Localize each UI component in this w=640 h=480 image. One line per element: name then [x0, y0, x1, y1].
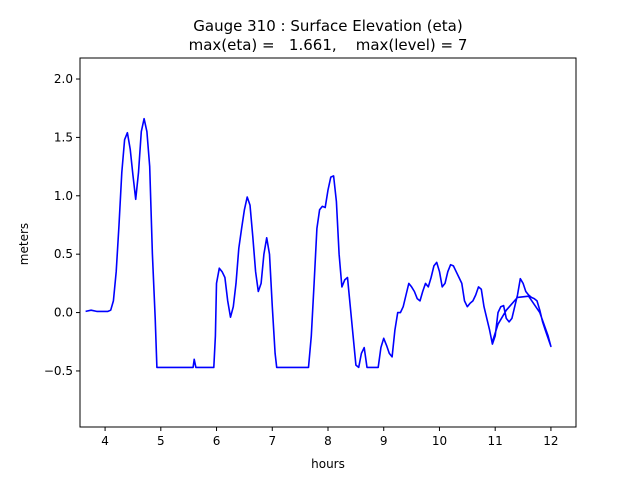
x-tick-label: 8	[324, 434, 332, 448]
chart-subtitle: max(eta) = 1.661, max(level) = 7	[189, 36, 468, 54]
axis-ticks: 4 5 6 7 8 9 10 11 12 −0.5 0.0 0.5 1.0 1.5 2.0	[44, 72, 559, 448]
y-tick-label: 0.0	[54, 306, 73, 320]
chart-title: Gauge 310 : Surface Elevation (eta)	[193, 17, 462, 35]
x-tick-label: 6	[213, 434, 221, 448]
x-tick-label: 10	[432, 434, 447, 448]
x-tick-label: 5	[157, 434, 165, 448]
x-tick-label: 11	[488, 434, 503, 448]
y-tick-label: 1.0	[54, 189, 73, 203]
plot-area	[85, 117, 552, 369]
y-tick-label: 0.5	[54, 247, 73, 261]
series-line	[85, 117, 552, 369]
x-tick-label: 9	[380, 434, 388, 448]
x-axis-label: hours	[311, 457, 345, 471]
x-tick-label: 4	[101, 434, 109, 448]
y-tick-label: 2.0	[54, 72, 73, 86]
y-tick-label: −0.5	[44, 364, 73, 378]
x-tick-label: 12	[543, 434, 558, 448]
y-tick-label: 1.5	[54, 130, 73, 144]
x-tick-label: 7	[268, 434, 276, 448]
y-axis-label: meters	[17, 223, 31, 265]
